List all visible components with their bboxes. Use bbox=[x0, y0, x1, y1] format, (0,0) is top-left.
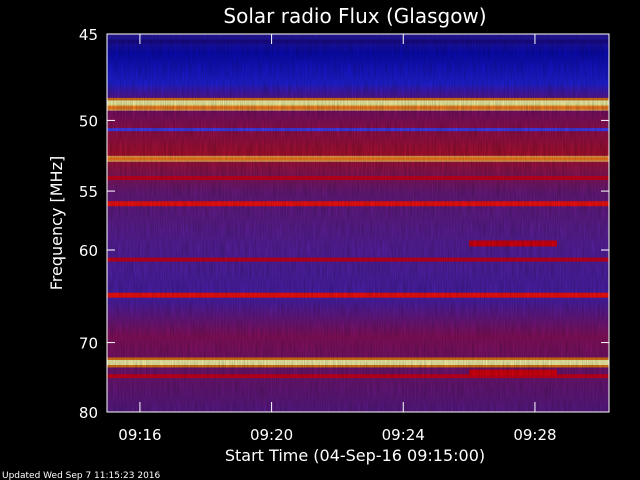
y-axis: 45 50 55 60 70 80 bbox=[79, 26, 609, 422]
y-tick-label: 55 bbox=[79, 183, 98, 201]
updated-timestamp: Updated Wed Sep 7 11:15:23 2016 bbox=[2, 471, 161, 480]
x-axis-label: Start Time (04-Sep-16 09:15:00) bbox=[225, 446, 485, 465]
plot-frame bbox=[106, 33, 610, 413]
y-tick-label: 70 bbox=[79, 335, 98, 353]
x-tick-label: 09:20 bbox=[250, 426, 293, 444]
x-tick-label: 09:24 bbox=[382, 426, 425, 444]
y-tick-label: 50 bbox=[79, 112, 98, 130]
x-tick-label: 09:16 bbox=[118, 426, 161, 444]
x-tick-label: 09:28 bbox=[513, 426, 556, 444]
y-tick-label: 45 bbox=[79, 26, 98, 44]
y-axis-label: Frequency [MHz] bbox=[47, 156, 66, 290]
x-axis: 09:16 09:20 09:24 09:28 bbox=[118, 34, 557, 444]
y-tick-label: 80 bbox=[79, 404, 98, 422]
y-tick-label: 60 bbox=[79, 242, 98, 260]
noise-overlay bbox=[107, 34, 609, 412]
plot-area bbox=[106, 33, 610, 413]
chart-title: Solar radio Flux (Glasgow) bbox=[223, 4, 486, 28]
